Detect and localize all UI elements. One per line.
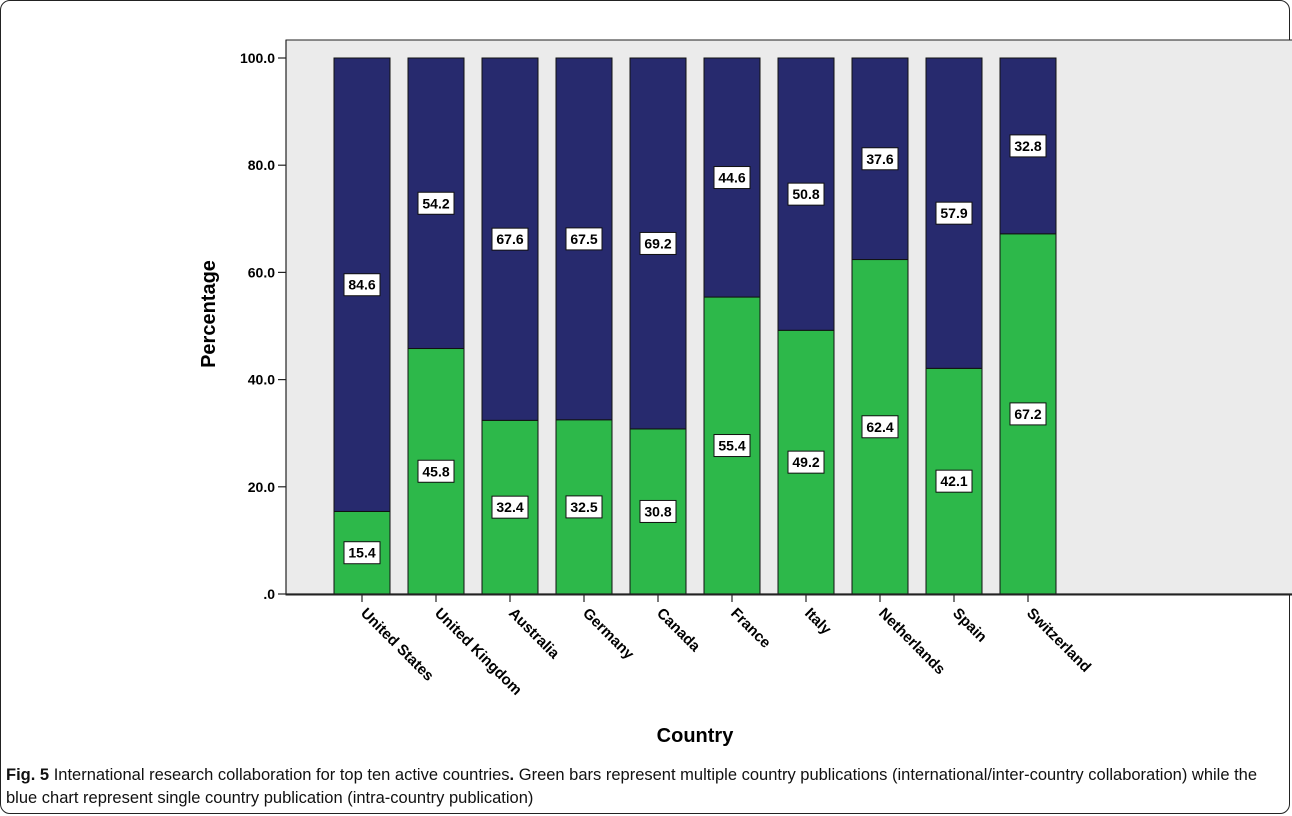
data-label-box [713,434,751,458]
data-label-box [935,469,973,493]
y-tick-label: 60.0 [248,264,275,280]
data-label-box [417,191,455,215]
x-axis-label: Country [657,725,735,747]
data-label: 50.8 [792,186,819,202]
x-tick-label: Canada [653,605,704,656]
data-label-box [861,415,899,439]
data-label-box [417,459,455,483]
data-label-box [343,273,381,297]
data-label-box [787,182,825,206]
figure-caption-text: Green bars represent multiple country pu… [6,766,1258,807]
figure-label: Fig. 5 [6,766,50,784]
y-tick-label: 20.0 [248,479,275,495]
data-label: 32.8 [1014,138,1041,154]
x-tick-label: Italy [801,605,835,639]
data-label-box [491,227,529,251]
y-tick-label: 40.0 [248,372,275,388]
data-label: 15.4 [348,545,375,561]
data-labels-group: 15.4 84.6 45.8 54.2 32.4 67.6 32.5 67.5 30.8 69.2… [343,134,1047,565]
data-label: 67.2 [1014,406,1041,422]
x-tick-label: Spain [949,605,990,646]
data-label: 45.8 [422,463,449,479]
data-label-box [787,450,825,474]
x-tick-label: France [727,605,774,652]
x-tick-label: Switzerland [1023,605,1094,676]
stacked-bar-chart: 15.4 84.6 45.8 54.2 32.4 67.6 32.5 67.5 30.8 69.2… [198,39,1292,747]
data-label: 37.6 [866,151,893,167]
y-tick-label: 100.0 [240,50,275,66]
y-axis: .0 20.0 40.0 60.0 80.0 100.0 [240,40,287,602]
data-label-box [861,147,899,171]
y-axis-label: Percentage [198,260,220,368]
data-label-box [491,495,529,519]
data-label: 57.9 [940,205,967,221]
data-label: 30.8 [644,503,671,519]
data-label-box [713,166,751,190]
y-tick-label: .0 [263,586,275,602]
data-label: 67.6 [496,231,523,247]
data-label: 44.6 [718,170,745,186]
x-tick-label: Netherlands [875,605,948,678]
data-label: 32.4 [496,499,523,515]
x-tick-label: United States [357,605,437,685]
data-label-box [1009,134,1047,158]
data-label: 69.2 [644,235,671,251]
data-label-box [1009,402,1047,426]
data-label: 55.4 [718,438,745,454]
data-label: 32.5 [570,499,597,515]
data-label-box [639,231,677,255]
data-label: 49.2 [792,454,819,470]
data-label: 62.4 [866,419,893,435]
figure-title: International research collaboration for… [53,766,510,784]
data-label-box [935,201,973,225]
y-tick-label: 80.0 [248,157,275,173]
data-label-box [343,541,381,565]
data-label: 42.1 [940,473,967,489]
data-label: 54.2 [422,195,449,211]
data-label-box [565,227,603,251]
data-label: 67.5 [570,231,597,247]
figure-caption: Fig. 5 International research collaborat… [6,766,1258,807]
data-label: 84.6 [348,277,375,293]
data-label-box [565,495,603,519]
x-tick-label: Australia [505,605,563,663]
data-label-box [639,499,677,523]
x-tick-label: Germany [579,605,637,663]
